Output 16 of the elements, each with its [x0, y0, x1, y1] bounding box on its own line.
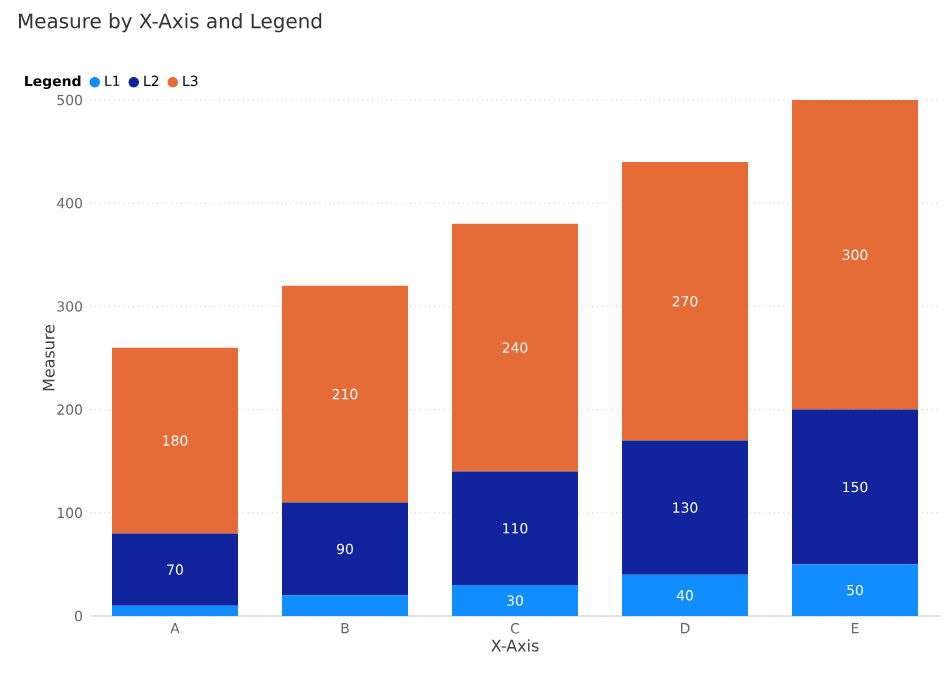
bar: [622, 161, 748, 441]
bar: [282, 595, 408, 616]
bar: [452, 471, 578, 586]
bar: [622, 440, 748, 575]
bar: [622, 574, 748, 616]
bar: [282, 502, 408, 596]
bar: [282, 285, 408, 503]
bar: [792, 409, 918, 565]
bar: [452, 223, 578, 472]
bar: [452, 585, 578, 616]
chart-title: Measure by X-Axis and Legend: [19, 13, 322, 33]
bar: [792, 564, 918, 616]
bar: [112, 605, 238, 616]
bar: [112, 533, 238, 606]
bar: [112, 347, 238, 534]
bar: [792, 100, 918, 410]
